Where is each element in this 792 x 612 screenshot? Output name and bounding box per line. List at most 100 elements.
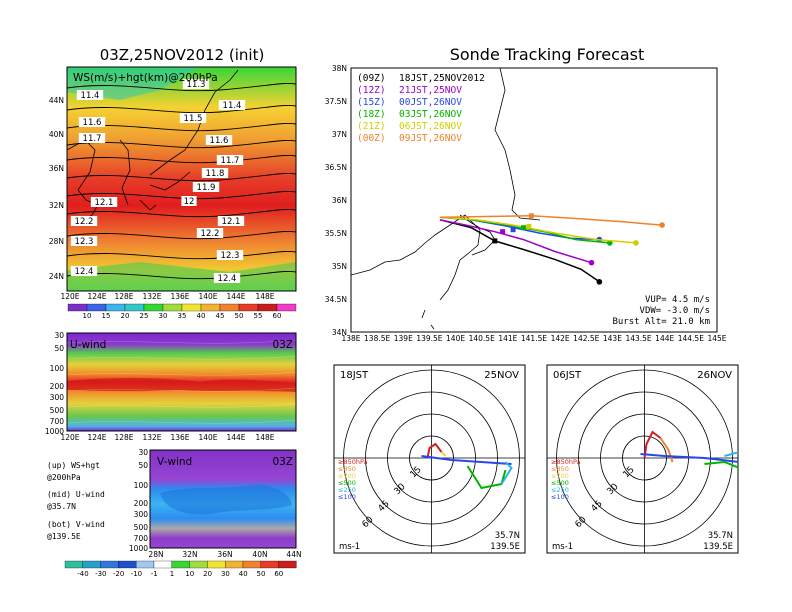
hodograph-trace-4	[500, 461, 513, 485]
contour-label: 11.4	[81, 91, 100, 101]
pressure-tick: 700	[134, 534, 149, 543]
legend-ztime: (15Z)	[357, 97, 386, 108]
pressure-tick: 50	[54, 344, 64, 353]
track-map-frame	[350, 67, 718, 333]
hodograph-trace-2	[421, 455, 512, 465]
ws-scale-swatch	[219, 303, 240, 312]
wind-scale-swatch	[225, 560, 244, 569]
u-wind-line	[66, 339, 297, 344]
pressure-tick: 1000	[45, 427, 64, 436]
hodograph-inner	[547, 365, 738, 553]
u-wind-line	[66, 355, 297, 360]
pressure-tick: 30	[138, 448, 148, 457]
contour-label: 11.5	[184, 114, 203, 124]
ws-scale-swatch	[200, 303, 221, 312]
contour-label-box	[70, 236, 98, 246]
lon-tick: 144E	[655, 334, 674, 343]
pressure-tick: 500	[134, 523, 149, 532]
panel-legend-line: @35.7N	[47, 502, 76, 511]
hodograph-level: ≤850	[551, 465, 569, 473]
wind-scale-label: -1	[151, 570, 158, 578]
pressure-tick: 100	[134, 481, 149, 490]
contour-label: 12.3	[75, 237, 94, 247]
contour-label-box	[76, 90, 104, 100]
sonde-param: VDW= -3.0 m/s	[640, 306, 710, 316]
lat-tick: 35.5N	[325, 229, 347, 238]
contour-label: 11.6	[210, 136, 229, 146]
u-wind-line	[66, 387, 297, 392]
height-contour	[67, 191, 296, 200]
legend-ztime: (00Z)	[357, 133, 386, 144]
legend-jst: 03JST,26NOV	[399, 109, 462, 120]
contour-label: 11.7	[221, 156, 240, 166]
wind-scale-swatch	[82, 560, 101, 569]
ws-scale-label: 50	[235, 312, 244, 320]
pressure-tick: 300	[134, 510, 149, 519]
ws-scale-swatch	[105, 303, 126, 312]
v-wind-core	[160, 484, 292, 515]
pressure-tick: 1000	[129, 544, 148, 553]
wind-scale-label: 30	[221, 570, 230, 578]
v-lat-tick: 36N	[217, 550, 232, 559]
legend-ztime: (18Z)	[357, 109, 386, 120]
ws-scale-label: 15	[102, 312, 111, 320]
wind-scale-label: -40	[77, 570, 88, 578]
height-contour	[67, 140, 296, 149]
legend-jst: 21JST,25NOV	[399, 85, 462, 96]
hodograph-lat: 35.7N	[495, 531, 520, 541]
lon-tick: 144E	[226, 292, 245, 301]
hodograph-trace-1	[659, 437, 674, 463]
lon-tick: 138E	[341, 334, 360, 343]
pressure-tick: 500	[50, 406, 65, 415]
height-contour	[67, 83, 296, 92]
wind-scale-swatch	[260, 560, 279, 569]
lat-tick: 32N	[49, 201, 64, 210]
wind-scale-label: -30	[95, 570, 106, 578]
hodograph-lon: 139.5E	[703, 542, 733, 552]
contour-label: 12.2	[201, 229, 220, 239]
track-line-0	[439, 219, 600, 283]
ws-scale-swatch	[124, 303, 145, 312]
legend-ztime: (12Z)	[357, 85, 386, 96]
contour-label: 12.1	[95, 198, 114, 208]
wind-scale-swatch	[278, 560, 297, 569]
hodograph-trace-3	[704, 460, 738, 469]
track-marker-2	[510, 227, 516, 233]
hodograph-level: ≤250	[338, 486, 356, 494]
lon-tick: 138.5E	[364, 334, 390, 343]
track-map	[351, 68, 665, 330]
lon-tick: 124E	[87, 292, 106, 301]
lon-tick: 141.5E	[521, 334, 547, 343]
v-wind-frame	[149, 449, 297, 549]
wind-scale-swatch	[136, 560, 155, 569]
pressure-tick: 200	[50, 382, 65, 391]
ws-low-region	[67, 262, 296, 291]
lon-tick: 140E	[198, 433, 217, 442]
ws-map-frame	[66, 66, 297, 292]
track-endpoint-4	[633, 240, 639, 246]
hodograph-level: ≤250	[551, 486, 569, 494]
track-line-4	[439, 216, 637, 244]
lon-tick: 128E	[114, 292, 133, 301]
lon-tick: 142E	[551, 334, 570, 343]
legend-jst: 06JST,26NOV	[399, 121, 462, 132]
hodograph-inner	[334, 365, 525, 553]
wind-scale-swatch	[64, 560, 83, 569]
wind-scale-label: 20	[203, 570, 212, 578]
contour-label-box	[196, 228, 224, 238]
wind-scale-label: 40	[239, 570, 248, 578]
contour-label-box	[182, 79, 210, 89]
hodograph-trace-4	[724, 451, 738, 457]
contour-label: 12.4	[75, 267, 94, 277]
legend-jst: 00JST,26NOV	[399, 97, 462, 108]
height-contour	[67, 271, 296, 280]
ws-scale-swatch	[257, 303, 278, 312]
u-wind-line	[66, 403, 297, 408]
u-wind-line	[66, 371, 297, 376]
lon-tick: 140E	[446, 334, 465, 343]
lon-tick: 139.5E	[416, 334, 442, 343]
ws-scale-swatch	[86, 303, 107, 312]
panel-legend-line: (mid) U-wind	[47, 490, 105, 499]
lon-tick: 140.5E	[469, 334, 495, 343]
wind-scale-swatch	[207, 560, 226, 569]
